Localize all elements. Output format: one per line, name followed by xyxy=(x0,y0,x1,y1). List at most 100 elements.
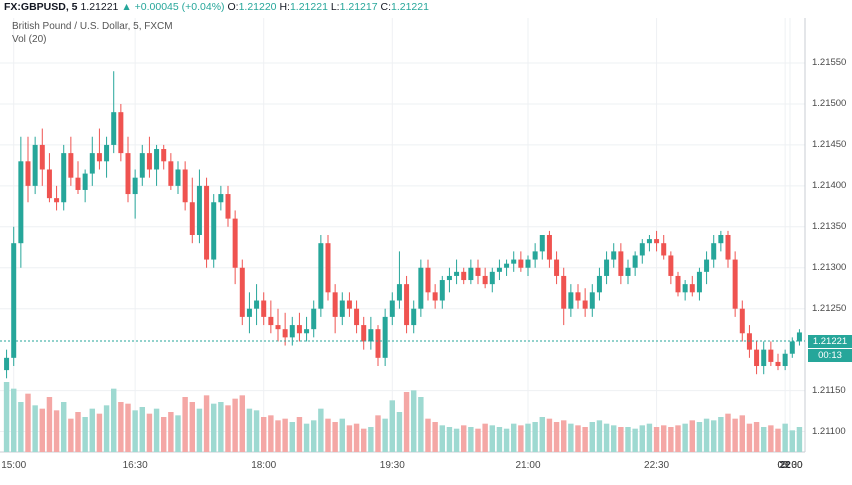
candle xyxy=(696,267,702,301)
candle xyxy=(218,185,224,211)
candle-body xyxy=(611,251,617,260)
candle xyxy=(389,292,395,326)
candle xyxy=(604,251,610,285)
volume-bar xyxy=(439,425,445,452)
candle xyxy=(404,275,410,334)
volume-bar xyxy=(253,410,260,452)
candle-body xyxy=(161,149,167,162)
volume-bar xyxy=(3,382,10,452)
candle xyxy=(546,230,552,268)
volume-bar xyxy=(596,420,603,452)
candle xyxy=(225,185,231,227)
time-tick-label: 15:00 xyxy=(1,460,27,471)
candle xyxy=(211,194,217,268)
candle-body xyxy=(325,243,331,293)
volume-bar xyxy=(511,423,517,452)
candle xyxy=(189,177,195,244)
time-tick-label: 21:00 xyxy=(515,460,541,471)
candle-body xyxy=(396,284,402,301)
candle xyxy=(232,210,238,285)
candle xyxy=(361,316,367,350)
volume-bar xyxy=(311,420,317,452)
volume-bar xyxy=(646,423,653,452)
volume-bar xyxy=(68,418,74,452)
candle-body xyxy=(439,280,445,301)
candle xyxy=(111,71,117,154)
candle xyxy=(104,136,110,178)
volume-bar xyxy=(539,417,545,452)
price-tick-label: 1.21250 xyxy=(812,302,847,314)
volume-bar xyxy=(103,405,110,452)
candle xyxy=(304,316,310,342)
candle-body xyxy=(425,267,431,293)
candle-body xyxy=(525,259,531,268)
candle-body xyxy=(361,325,367,342)
candle-body xyxy=(675,275,681,293)
candle xyxy=(561,267,567,326)
candle xyxy=(168,153,174,190)
candle xyxy=(718,230,724,252)
candle xyxy=(339,292,345,326)
volume-bar xyxy=(568,423,574,452)
candle xyxy=(618,243,624,285)
price-tick-label: 1.21300 xyxy=(812,261,847,273)
candle xyxy=(461,267,467,285)
countdown-badge: 00:13 xyxy=(808,349,852,362)
candle-body xyxy=(711,243,717,260)
candle xyxy=(668,251,674,285)
volume-bar xyxy=(603,423,610,452)
candle xyxy=(482,267,488,289)
candle-body xyxy=(289,325,295,338)
open-label: O: xyxy=(227,1,239,13)
candle-body xyxy=(282,329,288,338)
candle-body xyxy=(411,308,417,326)
current-price-badge: 1.21221 xyxy=(808,335,852,348)
candle-body xyxy=(75,177,81,190)
candle xyxy=(782,349,788,371)
candle-body xyxy=(4,357,10,371)
volume-bar xyxy=(475,428,481,452)
volume-bar xyxy=(318,408,324,452)
candlesticks xyxy=(4,71,802,379)
candle-body xyxy=(54,198,60,203)
candle xyxy=(46,153,52,203)
volume-bar xyxy=(368,427,374,452)
candle xyxy=(268,300,274,334)
volume-bar xyxy=(775,428,781,452)
volume-bar xyxy=(139,407,145,452)
low-value: 1.21217 xyxy=(339,1,378,13)
volume-bar xyxy=(682,423,688,452)
candle xyxy=(454,259,460,285)
symbol-name[interactable]: FX:GBPUSD, 5 xyxy=(4,1,78,13)
volume-bar xyxy=(211,403,217,452)
candle-body xyxy=(139,153,145,178)
candle xyxy=(675,271,681,297)
volume-bar xyxy=(182,397,188,452)
candle-body xyxy=(582,300,588,309)
candle-body xyxy=(225,194,231,219)
candle-body xyxy=(46,169,52,199)
candle-body xyxy=(682,284,688,293)
candle-body xyxy=(296,325,302,334)
candle-body xyxy=(32,144,38,186)
candle-body xyxy=(18,161,24,244)
volume-bar xyxy=(18,402,24,452)
candle-body xyxy=(468,267,474,281)
candle xyxy=(539,235,545,260)
time-tick-label: 22:30 xyxy=(644,460,670,471)
candle-body xyxy=(761,349,767,367)
volume-bar xyxy=(696,422,703,452)
volume-bar xyxy=(46,397,53,452)
volume-label[interactable]: Vol (20) xyxy=(12,34,47,45)
candle-body xyxy=(332,292,338,317)
volume-bar xyxy=(346,425,353,452)
volume-bar xyxy=(153,408,160,452)
price-tick-label: 1.21550 xyxy=(812,57,847,69)
candle xyxy=(582,288,588,317)
volume-bar xyxy=(175,415,181,452)
candle-body xyxy=(239,267,245,317)
volume-bar xyxy=(503,428,510,452)
candle-body xyxy=(546,235,552,260)
candle xyxy=(75,161,81,195)
